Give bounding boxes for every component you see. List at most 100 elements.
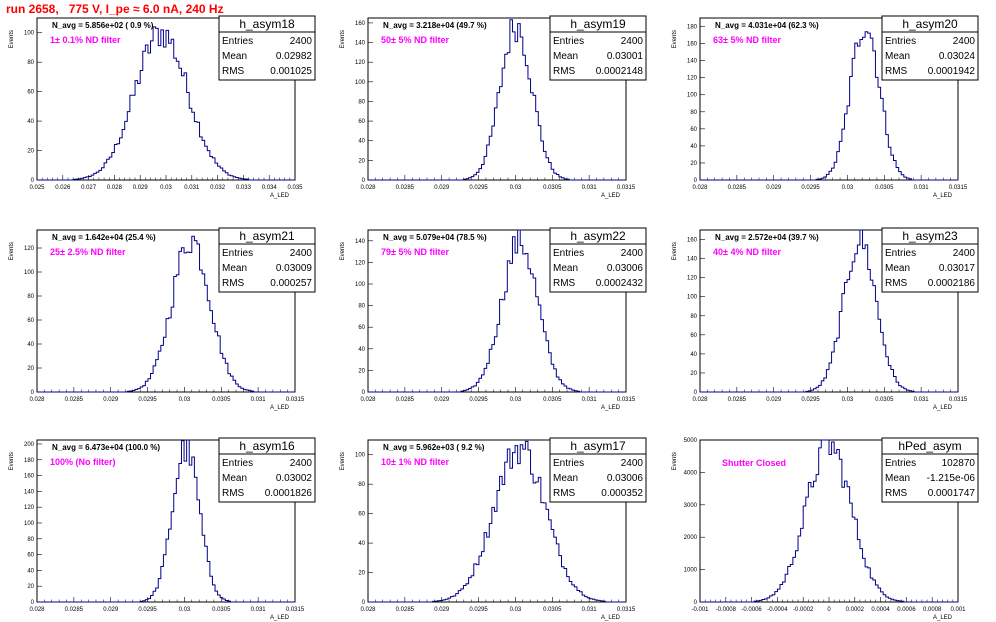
x-tick-label: 0.028	[360, 397, 376, 403]
filter-label: 100% (No filter)	[50, 457, 116, 467]
histogram-curve	[700, 439, 958, 603]
x-axis-label: A_LED	[270, 405, 290, 411]
histogram-name: h_asym20	[902, 17, 958, 31]
x-tick-label: 0.001	[950, 607, 966, 613]
x-tick-label: 0.0295	[469, 607, 488, 613]
navg-label: N_avg = 5.079e+04 (78.5 %)	[383, 233, 487, 242]
stats-label: RMS	[885, 488, 908, 499]
stats-value: 2400	[621, 36, 644, 47]
x-tick-label: 0.0315	[949, 185, 968, 191]
stats-box	[881, 15, 979, 81]
filter-label: 79± 5% ND filter	[381, 247, 449, 257]
stats-label: RMS	[222, 488, 245, 499]
y-tick-label: 120	[687, 76, 698, 82]
histogram-panel: 0.028 0.0285 0.029 0.0295 0.03 0.0305 0.031 0.0…	[340, 15, 647, 199]
stats-value: 0.0002432	[596, 278, 644, 289]
x-axis-label: A_LED	[933, 615, 953, 621]
x-tick-label: 0.0285	[396, 185, 415, 191]
x-tick-label: -0.0004	[767, 607, 788, 613]
y-tick-label: 60	[690, 333, 697, 339]
y-tick-label: 160	[24, 474, 35, 480]
y-tick-label: 0	[362, 600, 366, 606]
x-tick-label: 0.028	[29, 397, 45, 403]
y-tick-label: 40	[358, 139, 365, 145]
x-tick-label: 0.0004	[871, 607, 890, 613]
y-tick-label: 0	[694, 600, 698, 606]
y-tick-label: 140	[687, 59, 698, 65]
x-tick-label: -0.001	[691, 607, 709, 613]
x-tick-label: 0.031	[582, 397, 598, 403]
stats-value: 0.0001942	[928, 66, 976, 77]
stats-value: 2400	[290, 458, 313, 469]
x-axis-label: A_LED	[270, 615, 290, 621]
stats-label: Entries	[222, 248, 253, 259]
stats-label: Mean	[885, 263, 910, 274]
y-tick-label: 100	[355, 453, 366, 459]
histogram-name: h_asym17	[570, 439, 626, 453]
stats-label: Entries	[885, 458, 916, 469]
navg-label: N_avg = 1.642e+04 (25.4 %)	[52, 233, 156, 242]
y-tick-label: 40	[690, 352, 697, 358]
x-tick-label: 0.0305	[212, 607, 231, 613]
y-tick-label: 60	[358, 325, 365, 331]
x-tick-label: 0.034	[262, 185, 278, 191]
x-tick-label: 0.03	[842, 397, 854, 403]
x-tick-label: 0.029	[766, 185, 782, 191]
y-tick-label: 140	[355, 41, 366, 47]
x-tick-label: 0.031	[251, 607, 267, 613]
y-tick-label: 60	[27, 553, 34, 559]
stats-label: RMS	[553, 278, 576, 289]
y-tick-label: 20	[358, 158, 365, 164]
x-tick-label: 0.029	[434, 185, 450, 191]
x-tick-label: 0.0285	[65, 607, 84, 613]
filter-label: 1± 0.1% ND filter	[50, 35, 121, 45]
filter-label: 25± 2.5% ND filter	[50, 247, 126, 257]
stats-label: Entries	[222, 36, 253, 47]
histogram-name: h_asym23	[902, 229, 958, 243]
x-tick-label: 0.031	[914, 397, 930, 403]
x-tick-label: 0.0285	[65, 397, 84, 403]
x-tick-label: 0.0305	[875, 185, 894, 191]
stats-label: Mean	[222, 51, 247, 62]
x-tick-label: 0.03	[510, 607, 522, 613]
x-tick-label: 0.029	[434, 607, 450, 613]
y-tick-label: 100	[355, 282, 366, 288]
y-tick-label: 40	[690, 144, 697, 150]
stats-box	[549, 15, 647, 81]
y-tick-label: 60	[358, 512, 365, 518]
x-tick-label: 0.028	[107, 185, 123, 191]
run-title: run 2658, 775 V, I_pe ≈ 6.0 nA, 240 Hz	[6, 2, 224, 16]
histogram-panel: 0.028 0.0285 0.029 0.0295 0.03 0.0305 0.031 0.0…	[672, 15, 979, 199]
y-tick-label: 160	[687, 42, 698, 48]
stats-value: 0.02982	[276, 51, 313, 62]
filter-label: 40± 4% ND filter	[713, 247, 781, 257]
stats-label: Entries	[885, 248, 916, 259]
x-tick-label: 0.028	[360, 185, 376, 191]
x-axis-label: A_LED	[601, 193, 621, 199]
stats-label: Mean	[885, 51, 910, 62]
x-tick-label: 0.0305	[543, 185, 562, 191]
histogram-curve	[37, 235, 295, 393]
x-tick-label: 0.0315	[949, 397, 968, 403]
histogram-name: h_asym19	[570, 17, 626, 31]
y-tick-label: 20	[690, 161, 697, 167]
y-tick-label: 5000	[684, 438, 698, 444]
x-tick-label: 0.0008	[923, 607, 942, 613]
x-tick-label: 0.0305	[543, 397, 562, 403]
stats-value: 2400	[290, 248, 313, 259]
x-tick-label: -0.0006	[741, 607, 762, 613]
stats-box	[881, 227, 979, 293]
y-tick-label: 100	[24, 521, 35, 527]
x-tick-label: 0.0285	[728, 397, 747, 403]
y-tick-label: 0	[362, 178, 366, 184]
histogram-panel: 0.028 0.0285 0.029 0.0295 0.03 0.0305 0.031 0.0…	[9, 437, 316, 621]
stats-label: Mean	[222, 263, 247, 274]
x-axis-label: A_LED	[933, 405, 953, 411]
y-tick-label: 160	[355, 21, 366, 27]
plot-frame	[367, 439, 627, 603]
y-axis-label: Events	[340, 30, 346, 48]
y-tick-label: 120	[24, 505, 35, 511]
navg-label: N_avg = 5.856e+02 ( 0.9 %)	[52, 21, 154, 30]
y-tick-label: 40	[27, 568, 34, 574]
